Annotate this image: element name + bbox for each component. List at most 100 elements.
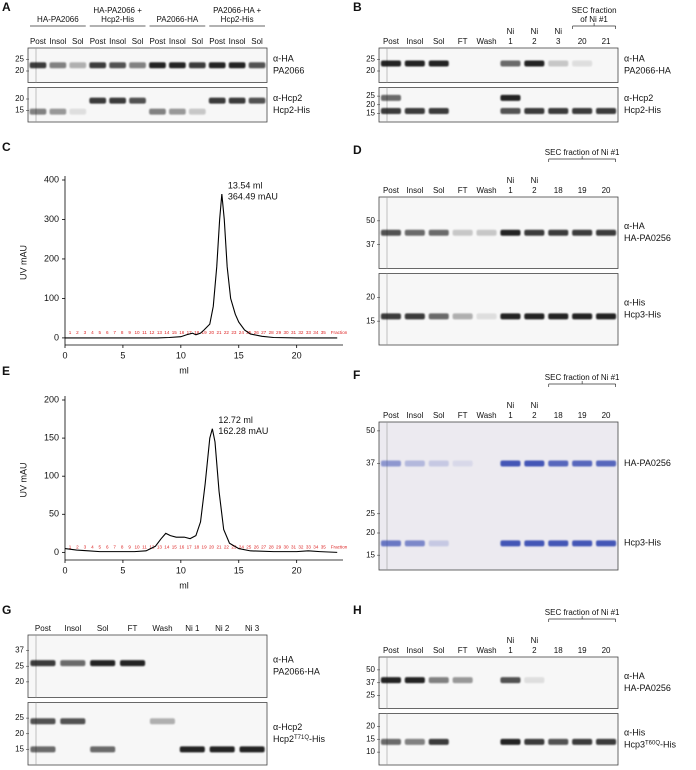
band [209,746,235,753]
lane-label: Sol [97,624,109,633]
label-base: Hcp2 [273,734,294,744]
blot-label: α-Hcp2 [273,93,302,103]
lane-label: FT [128,624,138,633]
peak-annotation: 162.28 mAU [218,426,268,436]
panel-letter: G [2,603,11,617]
blot-label: α-Hcp2 [273,722,302,732]
lane-label: Sol [132,37,144,46]
blot-label: Hcp3T60Q-His [624,740,677,750]
lane-label: 18 [554,646,563,655]
x-tick-label: 10 [176,350,186,360]
fraction-label: 7 [113,545,116,550]
lane-label: Ni [531,401,539,410]
blot-frame [27,702,268,766]
band [524,677,545,684]
group-label: PA2066-HA [157,15,199,24]
label-rest: -His [660,740,676,750]
fraction-label: 13 [157,330,163,335]
lane-label: 1 [508,411,513,420]
band [109,62,126,69]
fraction-label: 9 [128,330,131,335]
marker-label: 50 [366,665,375,674]
marker-label: 37 [366,459,375,468]
fraction-label: 18 [194,330,200,335]
band [380,229,401,236]
fraction-label: 4 [91,545,94,550]
panel-letter: B [353,0,362,14]
group-label: SEC fraction of Ni #1 [545,608,620,617]
blot-frame [27,634,268,698]
band [524,313,545,320]
lane-label: Sol [251,37,263,46]
fraction-label: 15 [172,330,178,335]
marker-label: 10 [366,747,375,756]
band [29,108,47,115]
band [548,460,569,467]
fraction-label: 22 [224,545,230,550]
fraction-label: 2 [76,330,79,335]
lane-label: Insol [406,186,423,195]
fraction-label: 2 [76,545,79,550]
blot-frame [378,273,619,346]
fraction-label: 6 [106,545,109,550]
lane-label: Ni [531,636,539,645]
band [404,60,425,67]
blot-label: α-HA [624,221,645,231]
marker-label: 25 [15,55,24,64]
marker-label: 20 [366,100,375,109]
lane-label: Post [30,37,47,46]
band [404,313,425,320]
lane-label: 18 [554,411,563,420]
blot-frame [27,87,268,123]
fraction-label: 13 [157,545,163,550]
lane-label: 2 [532,37,537,46]
marker-label: 20 [15,66,24,75]
x-tick-label: 10 [176,565,186,575]
lane-label: 2 [532,411,537,420]
band [428,229,449,236]
band [548,540,569,547]
lane-label: Insol [406,646,423,655]
band [60,660,86,667]
band [596,540,617,547]
band [428,540,449,547]
y-tick-label: 200 [44,253,59,263]
band [548,60,569,67]
fraction-label: 29 [276,330,282,335]
blot-label: α-Hcp2 [624,93,653,103]
band [500,94,521,101]
fraction-label: 22 [224,330,230,335]
fraction-label: 18 [194,545,200,550]
marker-label: 50 [366,216,375,225]
group-label: HA-PA2066 + [93,6,142,15]
fraction-label: 32 [298,545,304,550]
band [120,660,146,667]
marker-label: 15 [366,108,375,117]
lane-label: FT [458,37,468,46]
marker-label: 20 [366,292,375,301]
fraction-label: 26 [254,545,260,550]
fraction-label: 6 [106,330,109,335]
panel-letter: C [2,140,11,154]
fraction-label: 24 [239,545,245,550]
fraction-label: 30 [283,330,289,335]
marker-label: 15 [15,106,24,115]
y-tick-label: 0 [54,547,59,557]
lane-label: Ni [507,27,515,36]
marker-label: 50 [366,426,375,435]
band [524,540,545,547]
band [500,677,521,684]
lane-label: Ni 2 [215,624,230,633]
band [428,738,449,745]
band [188,62,206,69]
band [208,97,226,104]
band [428,460,449,467]
band [228,97,246,104]
band [524,460,545,467]
lane-label: Ni [507,401,515,410]
lane-label: Insol [49,37,66,46]
band [208,62,226,69]
band [404,107,425,114]
band [548,313,569,320]
